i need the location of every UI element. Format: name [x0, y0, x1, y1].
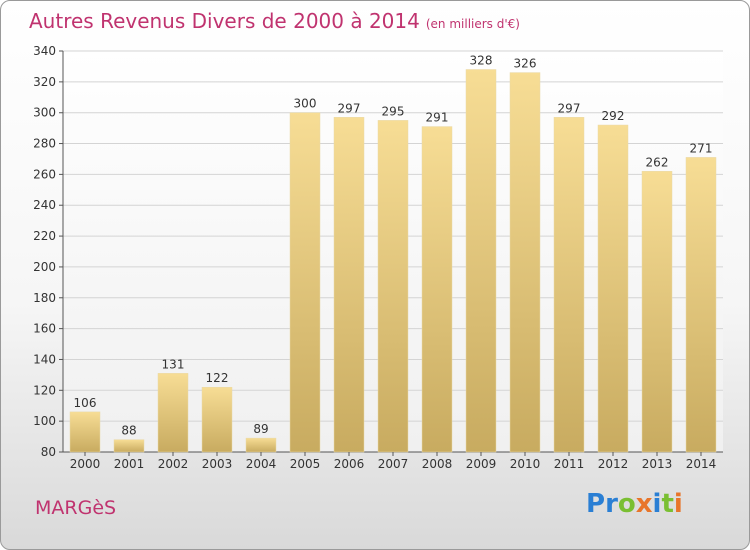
y-tick-label: 80 [41, 445, 56, 459]
x-tick-label: 2009 [466, 457, 497, 471]
location-label: MARGèS [35, 497, 117, 519]
data-label: 89 [253, 422, 268, 436]
logo-letter: t [661, 489, 674, 519]
data-label: 295 [382, 104, 405, 118]
bar [333, 117, 365, 453]
bar [685, 157, 717, 453]
data-label: 326 [514, 57, 537, 71]
x-tick-label: 2005 [290, 457, 321, 471]
bar [201, 386, 233, 453]
x-tick-label: 2013 [642, 457, 673, 471]
x-tick-label: 2008 [422, 457, 453, 471]
x-tick-label: 2012 [598, 457, 629, 471]
x-tick-label: 2003 [202, 457, 233, 471]
data-label: 300 [294, 97, 317, 111]
data-label: 106 [74, 396, 97, 410]
data-label: 297 [338, 101, 361, 115]
logo-letter: o [617, 489, 636, 519]
y-tick-label: 260 [33, 167, 56, 181]
bar [641, 171, 673, 453]
logo-letter: r [605, 489, 618, 519]
chart-title: Autres Revenus Divers de 2000 à 2014 (en … [29, 9, 520, 33]
bar [377, 120, 409, 453]
data-label: 131 [162, 357, 185, 371]
data-label: 291 [426, 111, 449, 125]
logo-letter: x [635, 489, 653, 519]
x-tick-label: 2001 [114, 457, 145, 471]
bar [157, 373, 189, 453]
proxiti-logo: Proxiti [586, 489, 683, 519]
x-tick-label: 2000 [70, 457, 101, 471]
y-tick-label: 160 [33, 322, 56, 336]
data-label: 122 [206, 371, 229, 385]
logo-letter: i [652, 489, 662, 519]
x-tick-label: 2002 [158, 457, 189, 471]
y-tick-label: 200 [33, 260, 56, 274]
bar [245, 437, 277, 453]
bar [421, 126, 453, 453]
y-tick-label: 100 [33, 414, 56, 428]
chart-title-text: Autres Revenus Divers de 2000 à 2014 [29, 9, 420, 33]
x-tick-label: 2011 [554, 457, 585, 471]
bar [509, 72, 541, 453]
bar [69, 411, 101, 453]
bar [553, 117, 585, 453]
data-label: 262 [646, 155, 669, 169]
bar [597, 124, 629, 453]
x-tick-label: 2010 [510, 457, 541, 471]
x-tick-label: 2007 [378, 457, 409, 471]
chart-subtitle: (en milliers d'€) [425, 17, 520, 31]
x-tick-label: 2004 [246, 457, 277, 471]
bar [113, 439, 145, 453]
y-tick-label: 340 [33, 44, 56, 58]
y-tick-label: 180 [33, 291, 56, 305]
logo-letter: i [673, 489, 683, 519]
y-tick-label: 220 [33, 229, 56, 243]
y-tick-label: 140 [33, 352, 56, 366]
data-label: 328 [470, 54, 493, 68]
y-tick-label: 280 [33, 137, 56, 151]
y-tick-label: 320 [33, 75, 56, 89]
x-tick-label: 2006 [334, 457, 365, 471]
bar [289, 112, 321, 453]
y-tick-label: 240 [33, 198, 56, 212]
data-label: 297 [558, 101, 581, 115]
y-tick-label: 120 [33, 383, 56, 397]
data-label: 88 [121, 424, 136, 438]
bar [465, 69, 497, 453]
data-label: 292 [602, 109, 625, 123]
data-label: 271 [690, 141, 713, 155]
x-tick-label: 2014 [686, 457, 717, 471]
y-tick-label: 300 [33, 106, 56, 120]
logo-letter: P [586, 489, 606, 519]
